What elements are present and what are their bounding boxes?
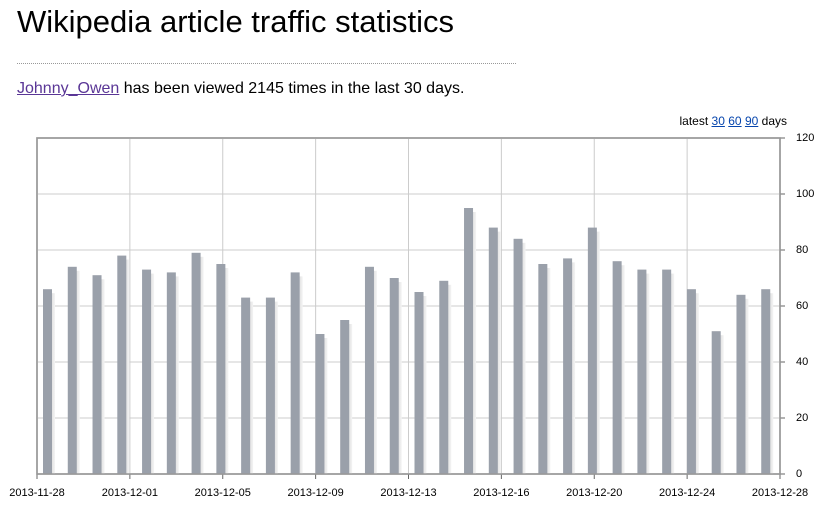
bar [686, 289, 696, 474]
bar [389, 278, 399, 474]
bar [414, 292, 424, 474]
x-tick-label: 2013-12-24 [659, 487, 715, 499]
bar [587, 227, 597, 474]
x-tick-label: 2013-12-28 [752, 487, 808, 499]
x-tick-label: 2013-11-28 [9, 487, 64, 499]
divider [17, 63, 516, 64]
article-link[interactable]: Johnny_Owen [17, 80, 120, 97]
bar [67, 266, 77, 474]
bar [142, 269, 152, 474]
bar [241, 297, 251, 474]
period-link[interactable]: 90 [744, 114, 759, 128]
bar [439, 280, 449, 474]
summary: Johnny_Owen has been viewed 2145 times i… [17, 80, 464, 98]
bar [265, 297, 275, 474]
y-tick-label: 40 [796, 356, 808, 368]
plot-border [36, 137, 781, 475]
y-tick-label: 60 [796, 300, 808, 312]
bar [612, 261, 622, 474]
bar [637, 269, 647, 474]
x-tick-label: 2013-12-16 [473, 487, 529, 499]
latest-label: latest [679, 114, 709, 128]
bar [290, 272, 300, 474]
days-label: days [761, 114, 787, 128]
y-tick-label: 120 [796, 132, 814, 144]
period-link[interactable]: 30 [711, 114, 725, 128]
period-selector: latest 30 60 90 days [680, 114, 788, 128]
bar [315, 334, 325, 474]
bar [662, 269, 672, 474]
bar [513, 238, 523, 474]
bar [736, 294, 746, 474]
x-tick-label: 2013-12-13 [380, 487, 436, 499]
bar [117, 255, 127, 474]
bar [364, 266, 374, 474]
bar [43, 289, 52, 474]
bar [166, 272, 176, 474]
bar [216, 264, 226, 474]
page-title: Wikipedia article traffic statistics [17, 4, 454, 39]
bar [464, 208, 474, 474]
y-tick-label: 80 [796, 244, 808, 256]
bar [340, 320, 350, 474]
y-tick-label: 100 [796, 188, 814, 200]
y-tick-label: 20 [796, 412, 808, 424]
bar [191, 252, 201, 474]
bar [92, 275, 102, 474]
bar [711, 331, 721, 474]
x-tick-label: 2013-12-09 [287, 487, 343, 499]
x-tick-label: 2013-12-01 [102, 487, 158, 499]
summary-text: has been viewed 2145 times in the last 3… [123, 80, 465, 97]
x-tick-label: 2013-12-20 [566, 487, 622, 499]
y-tick-label: 0 [796, 468, 802, 480]
period-link[interactable]: 60 [728, 114, 742, 128]
bar [488, 227, 498, 474]
bar [538, 264, 548, 474]
x-tick-label: 2013-12-05 [195, 487, 251, 499]
bar [563, 258, 573, 474]
bar [761, 289, 771, 474]
